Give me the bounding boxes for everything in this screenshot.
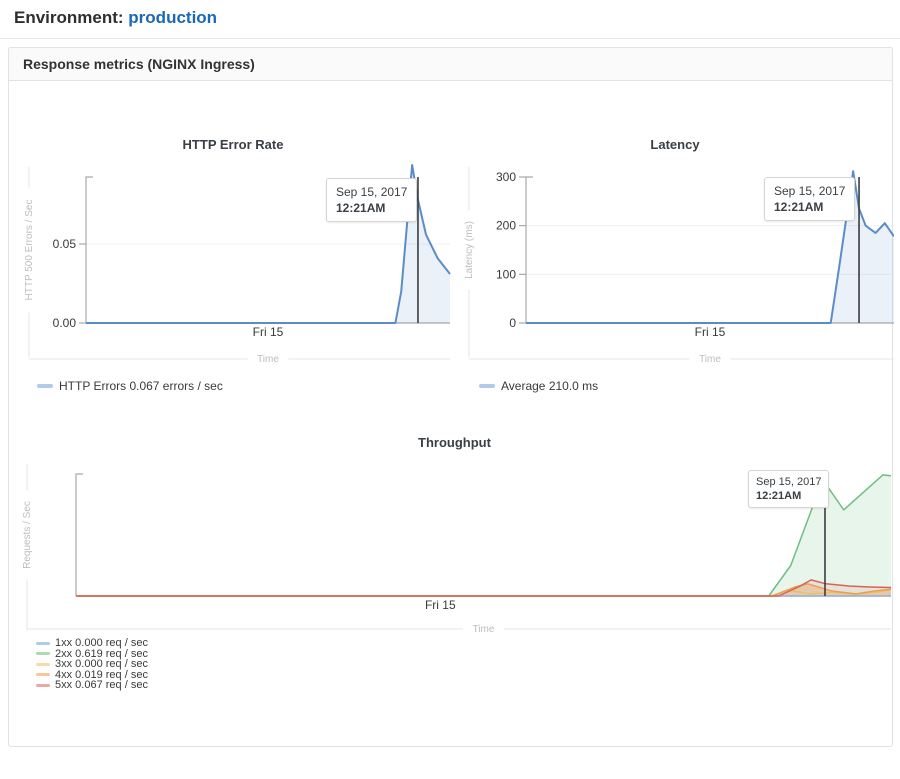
legend-swatch-3xx	[36, 662, 50, 666]
panel-title: Response metrics (NGINX Ingress)	[9, 48, 892, 81]
legend-row: Average 210.0 ms	[479, 379, 598, 393]
chart-tooltip: Sep 15, 2017 12:21AM	[748, 470, 830, 508]
chart-legend: HTTP Errors 0.067 errors / sec	[37, 379, 223, 393]
tooltip-date: Sep 15, 2017	[774, 184, 846, 198]
y-tick-label: 0.00	[53, 316, 77, 330]
y-axis-title: Requests / Sec	[22, 501, 33, 569]
legend-label: 1xx 0.000 req / sec	[55, 637, 148, 649]
chart-canvas-throughput[interactable]: Sep 15, 2017 12:21AM Fri 15 Requests / Se…	[15, 454, 894, 636]
legend-row: 4xx 0.019 req / sec	[36, 668, 148, 681]
tooltip-date: Sep 15, 2017	[336, 185, 408, 199]
x-axis-title: Time	[257, 354, 279, 365]
chart-title: HTTP Error Rate	[182, 137, 284, 152]
y-axis-title: Latency (ms)	[464, 221, 475, 279]
series-area-4xx	[76, 583, 891, 596]
y-tick-label: 200	[496, 219, 516, 233]
y-tick-label: 0.05	[53, 237, 77, 251]
chart-canvas-latency[interactable]: Sep 15, 2017 12:21AM 0 100 200 300 Fri 15 Lat…	[456, 154, 894, 368]
y-axis-line	[525, 176, 533, 323]
tooltip-date: Sep 15, 2017	[756, 476, 822, 488]
chart-tooltip: Sep 15, 2017 12:21AM	[326, 178, 418, 222]
legend-row: 3xx 0.000 req / sec	[36, 659, 148, 670]
x-tick-label: Fri 15	[253, 325, 284, 339]
legend-label: 5xx 0.067 req / sec	[55, 679, 148, 691]
legend-row: 5xx 0.067 req / sec	[36, 680, 148, 691]
chart-latency: Latency Sep 15, 2017 12:21AM 0 100 200 300 F…	[456, 132, 894, 424]
y-axis-line	[85, 176, 93, 323]
legend-label: HTTP Errors 0.067 errors / sec	[59, 379, 223, 393]
y-tick-label: 300	[496, 170, 516, 184]
header-divider	[0, 38, 900, 39]
response-metrics-panel: Response metrics (NGINX Ingress) HTTP Er…	[8, 47, 894, 747]
legend-row: 1xx 0.000 req / sec	[36, 638, 148, 649]
y-axis-line	[75, 473, 83, 596]
chart-title: Throughput	[418, 435, 491, 450]
series-area-average	[526, 171, 894, 323]
x-tick-label: Fri 15	[425, 598, 456, 612]
series-line-4xx	[76, 583, 892, 597]
chart-plot: 0 100 200 300 Fri 15 Latency (ms) Time	[464, 167, 894, 365]
legend-swatch-5xx	[36, 683, 50, 687]
x-axis-title: Time	[699, 354, 721, 365]
x-axis-title: Time	[473, 624, 495, 635]
y-axis-title: HTTP 500 Errors / Sec	[24, 200, 35, 301]
chart-throughput: Throughput Sep 15, 2017 12:21AM Fri 15 Re…	[15, 429, 894, 747]
chart-legend: Average 210.0 ms	[479, 379, 598, 393]
tooltip-time: 12:21AM	[756, 490, 802, 502]
legend-swatch-4xx	[36, 673, 50, 677]
series-area-5xx	[76, 579, 891, 596]
x-tick-label: Fri 15	[695, 325, 726, 339]
legend-label: 4xx 0.019 req / sec	[55, 668, 148, 681]
y-tick-label: 100	[496, 267, 516, 281]
legend-label: Average 210.0 ms	[501, 379, 599, 393]
y-tick-label: 0	[509, 316, 516, 330]
tooltip-time: 12:21AM	[774, 200, 824, 214]
chart-title: Latency	[650, 137, 700, 152]
chart-legend: 1xx 0.000 req / sec 2xx 0.619 req / sec …	[36, 638, 148, 691]
legend-swatch-1xx	[36, 641, 50, 645]
legend-row: HTTP Errors 0.067 errors / sec	[37, 379, 223, 393]
tooltip-time: 12:21AM	[336, 201, 386, 215]
chart-canvas-http-error-rate[interactable]: Sep 15, 2017 12:21AM 0.00 0.05 Fri 15 HTTP …	[15, 154, 451, 368]
legend-label: 3xx 0.000 req / sec	[55, 658, 148, 670]
chart-http-error-rate: HTTP Error Rate Sep 15, 2017 12:21AM 0.0…	[15, 132, 451, 424]
chart-plot: Fri 15 Requests / Sec Time	[22, 464, 892, 635]
legend-label: 2xx 0.619 req / sec	[55, 647, 148, 660]
environment-link[interactable]: production	[128, 8, 218, 27]
environment-header: Environment: production	[14, 8, 217, 28]
series-line-5xx	[76, 579, 892, 597]
chart-tooltip: Sep 15, 2017 12:21AM	[764, 177, 856, 221]
environment-label: Environment:	[14, 8, 124, 27]
panel-body: HTTP Error Rate Sep 15, 2017 12:21AM 0.0…	[9, 81, 894, 779]
legend-swatch-http-errors	[37, 384, 53, 388]
legend-swatch-2xx	[36, 652, 50, 656]
legend-swatch-average	[479, 384, 495, 388]
legend-row: 2xx 0.619 req / sec	[36, 647, 148, 660]
